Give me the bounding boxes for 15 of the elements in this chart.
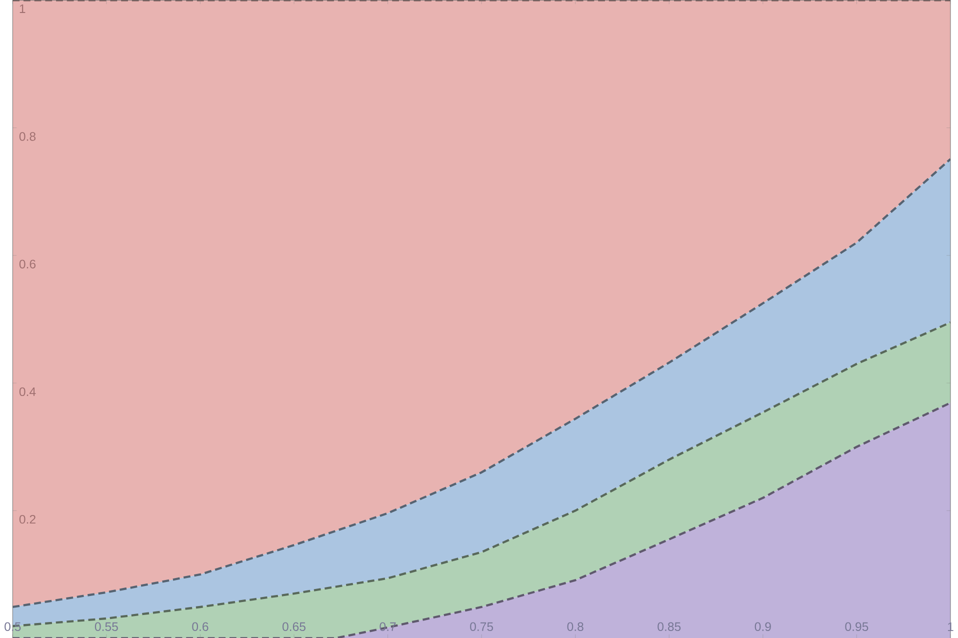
y-tick-label: 0.8 <box>19 132 36 141</box>
x-tick-label: 1 <box>948 622 954 631</box>
x-tick-label: 0.8 <box>567 622 584 631</box>
y-tick-label: 0.4 <box>19 387 36 396</box>
x-tick-label: 0.55 <box>94 622 118 631</box>
y-tick-label: 0.2 <box>19 514 36 524</box>
y-tick-label: 1 <box>20 4 26 13</box>
x-tick-label: 0.5 <box>4 622 21 631</box>
y-tick-label: 0.6 <box>19 260 36 268</box>
x-tick-label: 0.95 <box>845 622 868 631</box>
x-tick-label: 0.65 <box>282 622 306 631</box>
x-tick-label: 0.6 <box>192 622 208 631</box>
x-tick-label: 0.75 <box>470 622 494 631</box>
x-tick-label: 0.9 <box>754 622 771 631</box>
x-tick-label: 0.85 <box>658 622 681 631</box>
